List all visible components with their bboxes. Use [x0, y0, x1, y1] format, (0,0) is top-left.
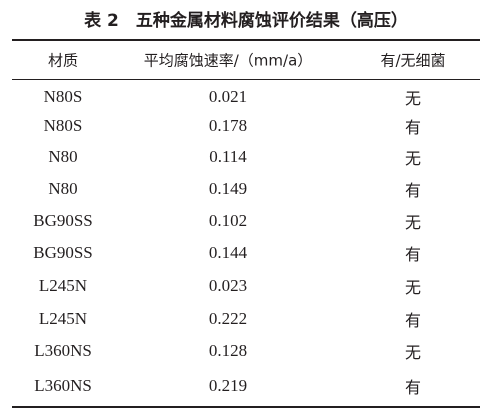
table-cell: N80S — [43, 116, 83, 135]
table-cell: N80 — [48, 179, 78, 198]
table-cell: 有 — [404, 245, 422, 264]
table-cell: L245N — [38, 276, 88, 295]
table-cell: 0.178 — [208, 116, 248, 135]
bottom-rule — [12, 406, 480, 408]
table-cell: 0.023 — [208, 276, 248, 295]
table-cell: 有 — [404, 378, 422, 397]
table-cell: N80S — [43, 87, 83, 106]
table-cell: 0.114 — [209, 147, 247, 166]
table-cell: L360NS — [34, 341, 92, 360]
table-cell: N80 — [48, 147, 78, 166]
header-cell: 有/无细菌 — [380, 51, 446, 70]
top-rule — [12, 39, 480, 41]
table-cell: 无 — [404, 343, 422, 362]
table-cell: 0.149 — [208, 179, 248, 198]
table-cell: 无 — [404, 89, 422, 108]
table-cell: 无 — [404, 278, 422, 297]
table-cell: 0.128 — [208, 341, 248, 360]
table-cell: 0.102 — [208, 211, 248, 230]
table-cell: 0.021 — [208, 87, 248, 106]
table-cell: 有 — [404, 181, 422, 200]
header-cell: 平均腐蚀速率/（mm/a） — [143, 51, 313, 70]
table-cell: 0.144 — [208, 243, 248, 262]
table-cell: 有 — [404, 311, 422, 330]
table-cell: L245N — [38, 309, 88, 328]
table-cell: 0.222 — [208, 309, 248, 328]
table-cell: 无 — [404, 213, 422, 232]
header-rule — [12, 79, 480, 80]
table-cell: 有 — [404, 118, 422, 137]
table-cell: 0.219 — [208, 376, 248, 395]
table-cell: L360NS — [34, 376, 92, 395]
table-cell: BG90SS — [33, 243, 93, 262]
header-cell: 材质 — [47, 51, 79, 70]
table-cell: BG90SS — [33, 211, 93, 230]
table-cell: 无 — [404, 149, 422, 168]
table-title: 表 2 五种金属材料腐蚀评价结果（高压） — [84, 11, 408, 31]
